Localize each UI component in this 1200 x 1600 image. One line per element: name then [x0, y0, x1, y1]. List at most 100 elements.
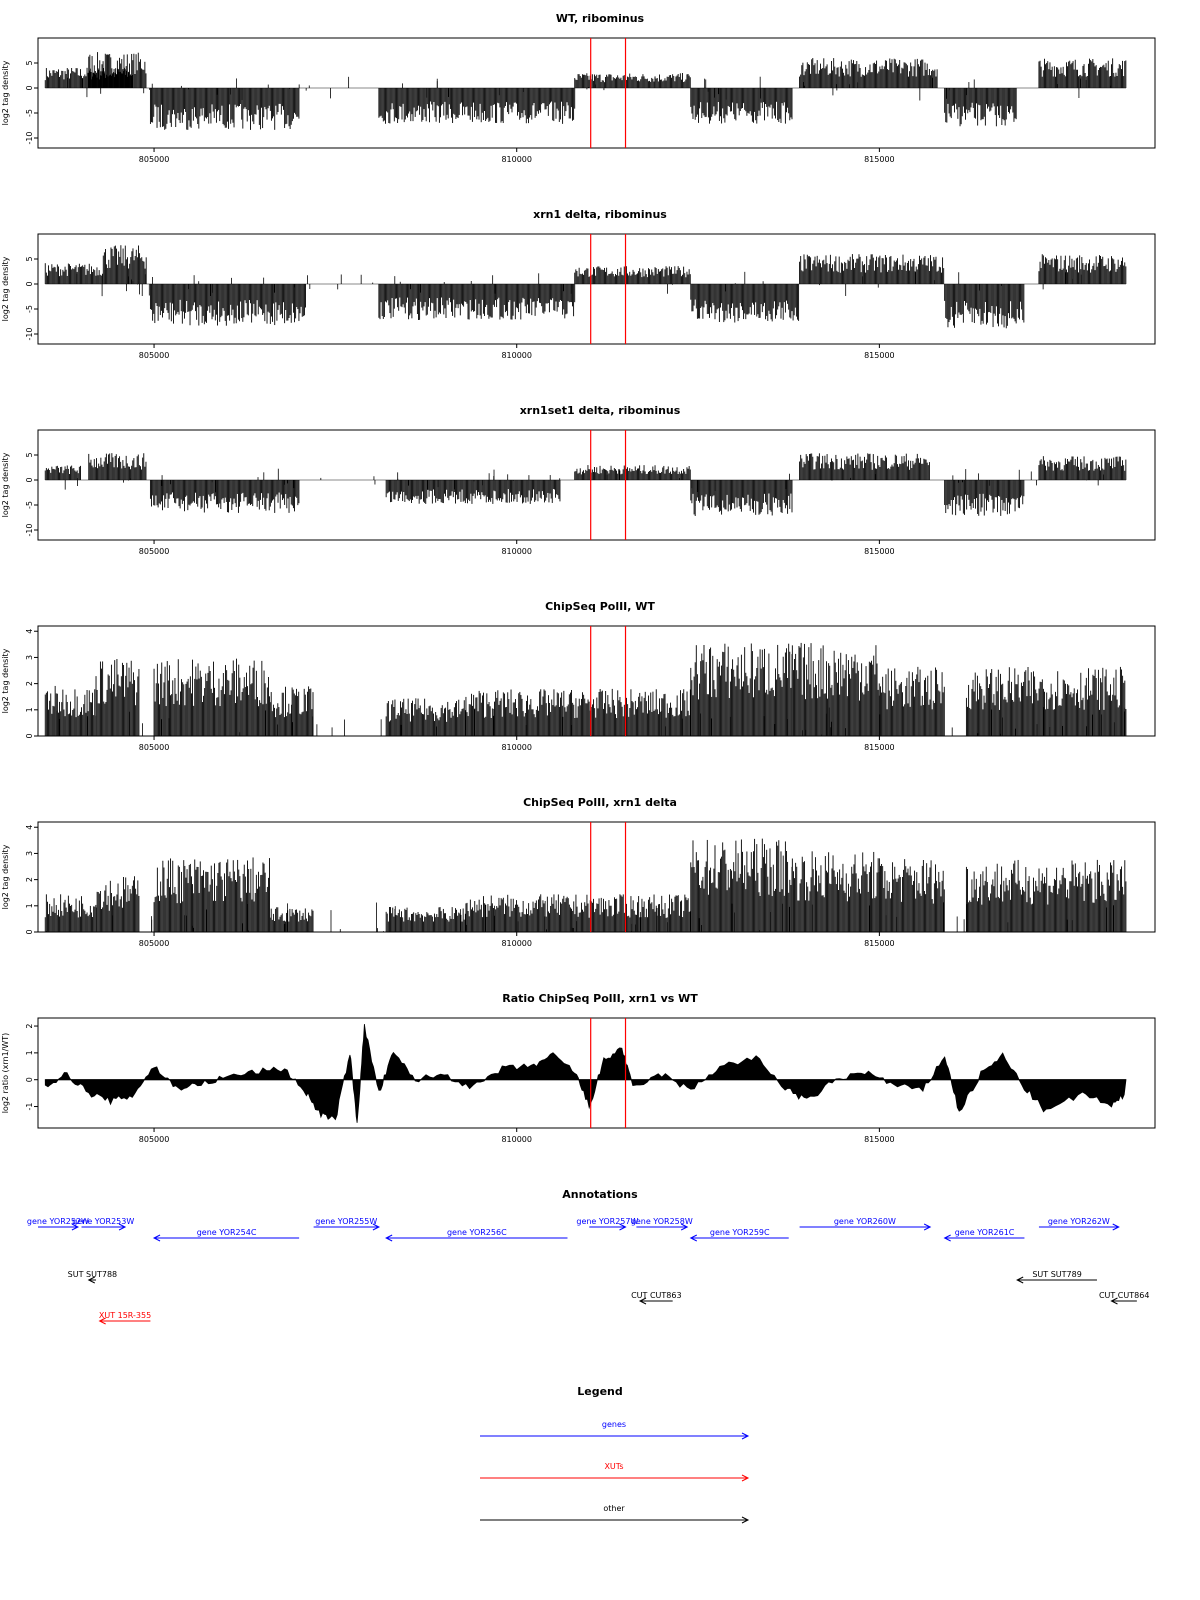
y-tick-label: 0: [25, 281, 34, 286]
y-tick-label: 2: [25, 1024, 34, 1029]
plot-frame: [37, 429, 1156, 541]
data-series: [44, 838, 1127, 932]
signal-block: [799, 254, 945, 284]
chart-title: Ratio ChipSeq PolII, xrn1 vs WT: [502, 992, 698, 1005]
chart-title: ChipSeq PolII, WT: [545, 600, 655, 613]
gene-arrow: gene YOR252W: [27, 1217, 89, 1231]
signal-block: [44, 894, 97, 932]
annotation-label: gene YOR258W: [631, 1217, 693, 1226]
y-tick-label: 4: [25, 629, 34, 634]
chart-title: xrn1set1 delta, ribominus: [519, 404, 681, 417]
signal-block: [965, 666, 1127, 736]
sut-arrow: SUT SUT788: [68, 1270, 117, 1284]
arrow-head: [372, 1223, 381, 1231]
y-tick-label: 2: [25, 681, 34, 686]
ratio-area: [44, 1023, 1127, 1123]
y-axis-label: log2 tag density: [1, 452, 10, 517]
signal-block: [385, 698, 466, 736]
signal-block: [944, 88, 1017, 127]
signal-block: [153, 857, 271, 932]
y-tick-label: 3: [25, 851, 34, 856]
annotation-label: gene YOR256C: [447, 1228, 507, 1237]
signal-block: [1038, 254, 1127, 284]
y-tick-label: 5: [25, 256, 34, 261]
y-tick-label: -10: [25, 523, 34, 536]
x-tick-label: 805000: [139, 1135, 170, 1144]
chart-panel-1: WT, ribominus -10 -5 0 5 log2 tag density 8050…: [0, 12, 1200, 202]
arrow-head: [71, 1223, 80, 1231]
signal-block: [44, 465, 81, 480]
y-tick-label: 0: [25, 1077, 34, 1082]
gene-arrow: gene YOR253W: [72, 1217, 134, 1231]
signal-block: [799, 58, 938, 88]
chart-svg: 0 1 2 3 4 log2 tag density 805000 810000 815000: [1, 821, 1156, 948]
signal-block: [269, 686, 314, 736]
arrow-head: [1112, 1223, 1120, 1231]
signal-block: [574, 73, 691, 88]
arrow-head: [118, 1223, 127, 1231]
y-tick-label: 0: [25, 929, 34, 934]
signal-block: [574, 465, 691, 480]
chart-title: xrn1 delta, ribominus: [533, 208, 667, 221]
chart-svg: 0 1 2 3 4 log2 tag density 805000 810000 815000: [1, 625, 1156, 752]
signal-block: [149, 480, 300, 513]
arrow-head: [619, 1223, 627, 1231]
y-tick-label: 0: [25, 733, 34, 738]
arrow-head: [943, 1234, 951, 1242]
signal-block: [385, 480, 561, 504]
y-axis-label: log2 ratio (xrn1/WT): [1, 1033, 10, 1114]
signal-block: [465, 688, 691, 736]
x-tick-label: 810000: [501, 939, 532, 948]
x-tick-label: 805000: [139, 155, 170, 164]
y-tick-label: 0: [25, 477, 34, 482]
gene-arrow: gene YOR256C: [385, 1228, 568, 1242]
signal-block: [791, 642, 880, 736]
annotation-label: gene YOR262W: [1048, 1217, 1110, 1226]
x-tick-label: 810000: [501, 743, 532, 752]
signal-block: [378, 88, 576, 124]
arrow-head: [680, 1223, 689, 1231]
x-tick-label: 805000: [139, 743, 170, 752]
arrow-head: [385, 1234, 393, 1242]
arrow-head: [87, 1276, 95, 1284]
x-tick-label: 805000: [139, 547, 170, 556]
annotation-label: gene YOR254C: [197, 1228, 257, 1237]
x-tick-label: 815000: [864, 1135, 895, 1144]
x-tick-label: 810000: [501, 1135, 532, 1144]
annotation-label: gene YOR259C: [710, 1228, 770, 1237]
data-series: [44, 642, 1127, 736]
annotation-label: gene YOR252W: [27, 1217, 89, 1226]
chart-svg: -10 -5 0 5 log2 tag density 805000 810000 81500…: [1, 37, 1156, 164]
sut-arrow: SUT SUT789: [1016, 1270, 1097, 1284]
y-axis-label: log2 tag density: [1, 844, 10, 909]
signal-block: [690, 643, 793, 736]
signal-block: [878, 666, 945, 736]
signal-block: [1038, 58, 1127, 88]
chart-title: WT, ribominus: [555, 12, 645, 25]
signal-block: [965, 859, 1127, 932]
signal-block: [1038, 456, 1127, 480]
x-tick-label: 805000: [139, 939, 170, 948]
x-tick-label: 810000: [501, 351, 532, 360]
signal-block: [465, 894, 691, 932]
signal-block: [791, 851, 880, 932]
signal-block: [149, 88, 300, 130]
signal-block: [44, 685, 97, 736]
x-tick-label: 810000: [501, 547, 532, 556]
annotation-label: gene YOR257W: [576, 1217, 638, 1226]
chart-panel-3: xrn1set1 delta, ribominus -10 -5 0 5 log2 tag…: [0, 404, 1200, 594]
annotation-label: SUT SUT788: [68, 1270, 117, 1279]
y-tick-label: -10: [25, 131, 34, 144]
gene-arrow: gene YOR257W: [576, 1217, 638, 1231]
gene-arrow: gene YOR259C: [689, 1228, 789, 1242]
arrow-head: [152, 1234, 161, 1242]
annotations-title: Annotations: [562, 1188, 638, 1201]
signal-block: [690, 838, 793, 932]
y-tick-label: 5: [25, 60, 34, 65]
y-tick-label: 1: [25, 707, 34, 712]
annotation-label: gene YOR253W: [72, 1217, 134, 1226]
annotation-label: SUT SUT789: [1032, 1270, 1081, 1279]
gene-arrow: gene YOR255W: [313, 1217, 381, 1231]
chart-panel-2: xrn1 delta, ribominus -10 -5 0 5 log2 tag den…: [0, 208, 1200, 398]
y-tick-label: -5: [25, 501, 34, 509]
